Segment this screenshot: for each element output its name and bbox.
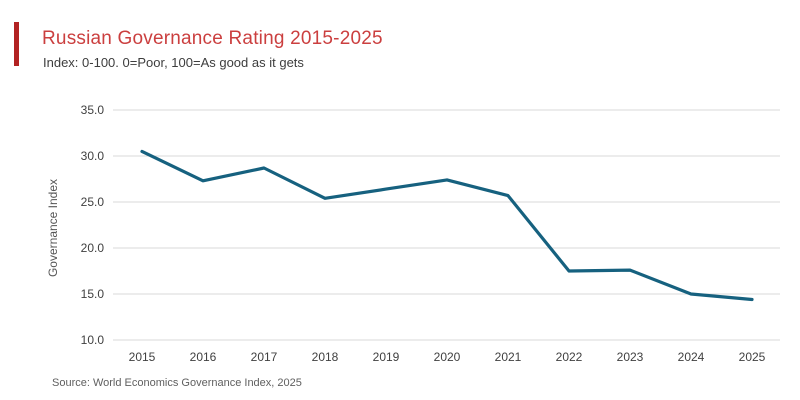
y-tick-label: 25.0	[81, 195, 105, 209]
x-tick-label: 2020	[434, 350, 461, 364]
x-tick-label: 2021	[495, 350, 522, 364]
y-axis-title: Governance Index	[46, 179, 60, 277]
x-tick-label: 2017	[251, 350, 278, 364]
x-tick-label: 2024	[678, 350, 705, 364]
x-tick-label: 2016	[190, 350, 217, 364]
x-tick-label: 2015	[129, 350, 156, 364]
chart-subtitle: Index: 0-100. 0=Poor, 100=As good as it …	[43, 55, 304, 70]
y-tick-label: 30.0	[81, 149, 105, 163]
source-note: Source: World Economics Governance Index…	[52, 377, 302, 389]
chart-title: Russian Governance Rating 2015-2025	[42, 28, 383, 49]
y-tick-label: 10.0	[81, 333, 105, 347]
x-tick-label: 2018	[312, 350, 339, 364]
x-tick-label: 2019	[373, 350, 400, 364]
x-tick-label: 2022	[556, 350, 583, 364]
x-tick-label: 2023	[617, 350, 644, 364]
y-tick-label: 35.0	[81, 103, 105, 117]
y-tick-label: 20.0	[81, 241, 105, 255]
title-accent-bar	[14, 22, 19, 66]
data-line-governance-index	[140, 149, 754, 302]
y-tick-label: 15.0	[81, 287, 105, 301]
x-tick-label: 2025	[739, 350, 766, 364]
